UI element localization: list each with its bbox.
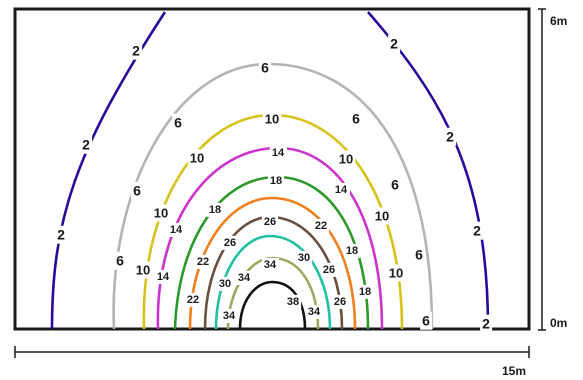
label-halo [167, 222, 185, 237]
contour-label-6: 6 [133, 183, 141, 199]
contour-label-10: 10 [265, 111, 279, 126]
contour-label-10: 10 [190, 150, 204, 165]
label-halo [471, 221, 484, 240]
contour-label-38: 38 [287, 296, 299, 308]
height-top-label: 6m [550, 14, 567, 28]
contour-label-26: 26 [264, 216, 276, 228]
width-dimension [14, 346, 530, 358]
label-halo [55, 225, 68, 244]
label-halo [284, 294, 302, 309]
contour-label-2: 2 [82, 137, 90, 153]
contour-label-18: 18 [346, 245, 358, 257]
label-halo [154, 269, 172, 284]
contour-label-6: 6 [422, 313, 430, 329]
label-halo [312, 218, 330, 233]
contour-label-2: 2 [390, 36, 398, 52]
contour-label-14: 14 [272, 147, 285, 159]
contour-label-14: 14 [335, 184, 348, 196]
contour-label-6: 6 [352, 111, 360, 127]
label-halo [235, 270, 253, 285]
contour-label-34: 34 [238, 272, 251, 284]
contour-label-22: 22 [197, 256, 209, 268]
label-halo [261, 257, 279, 272]
label-halo [262, 110, 282, 128]
contour-label-30: 30 [219, 278, 231, 290]
label-halo [413, 245, 426, 264]
label-halo [221, 235, 239, 250]
contour-label-2: 2 [482, 316, 490, 332]
label-halo [80, 135, 93, 154]
contour-2-right [367, 11, 490, 330]
contour-label-22: 22 [315, 220, 327, 232]
label-halo [269, 145, 287, 160]
contour-label-6: 6 [116, 253, 124, 269]
contour-label-2: 2 [446, 129, 454, 145]
contour-label-2: 2 [473, 223, 481, 239]
contour-2-left [50, 11, 167, 330]
label-halo [388, 34, 401, 53]
contour-38 [238, 280, 307, 330]
contour-label-18: 18 [359, 286, 371, 298]
label-halo [133, 261, 153, 279]
label-halo [332, 182, 350, 197]
contour-label-14: 14 [157, 271, 170, 283]
label-halo [372, 207, 392, 225]
label-halo [386, 264, 406, 282]
contour-6 [112, 62, 434, 330]
contour-label-14: 14 [170, 224, 183, 236]
label-halo [305, 304, 323, 319]
label-halo [151, 204, 171, 222]
label-halo [356, 284, 374, 299]
label-halo [331, 294, 349, 309]
label-halo [336, 150, 356, 168]
contour-label-10: 10 [375, 208, 389, 223]
contour-label-10: 10 [389, 265, 403, 280]
contour-label-34: 34 [264, 259, 277, 271]
label-halo [343, 243, 361, 258]
label-halo [261, 214, 279, 229]
contour-label-26: 26 [323, 264, 335, 276]
label-halo [194, 254, 212, 269]
contour-label-6: 6 [261, 60, 269, 76]
contour-label-6: 6 [174, 115, 182, 131]
contour-label-22: 22 [187, 294, 199, 306]
label-halo [267, 173, 285, 188]
label-halo [420, 311, 433, 330]
label-halo [480, 314, 493, 333]
label-halo [389, 175, 402, 194]
contour-label-26: 26 [224, 237, 236, 249]
label-halo [131, 181, 144, 200]
contour-label-10: 10 [154, 205, 168, 220]
label-halo [130, 41, 143, 60]
contour-label-2: 2 [57, 227, 65, 243]
width-label: 15m [502, 364, 526, 378]
label-halo [259, 58, 272, 77]
label-halo [295, 250, 313, 265]
label-halo [320, 262, 338, 277]
contour-label-18: 18 [209, 204, 221, 216]
label-halo [220, 308, 238, 323]
label-halo [444, 127, 457, 146]
height-dimension [538, 8, 546, 331]
contour-label-2: 2 [132, 43, 140, 59]
height-bottom-label: 0m [550, 316, 567, 330]
contour-label-6: 6 [391, 177, 399, 193]
label-halo [184, 292, 202, 307]
contour-label-34: 34 [223, 310, 236, 322]
label-halo [172, 113, 185, 132]
contour-label-18: 18 [270, 175, 282, 187]
contour-label-6: 6 [415, 247, 423, 263]
label-halo [187, 149, 207, 167]
contour-label-26: 26 [334, 296, 346, 308]
contour-label-30: 30 [298, 252, 310, 264]
contour-label-10: 10 [136, 262, 150, 277]
contour-label-34: 34 [308, 306, 321, 318]
room-frame [13, 7, 531, 331]
label-halo [114, 251, 127, 270]
label-halo [216, 276, 234, 291]
label-halo [350, 109, 363, 128]
label-halo [206, 202, 224, 217]
contour-label-10: 10 [339, 151, 353, 166]
